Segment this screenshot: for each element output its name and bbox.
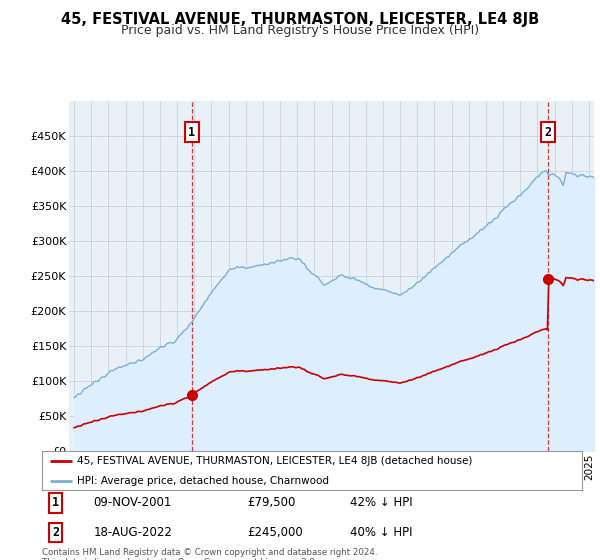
Text: 09-NOV-2001: 09-NOV-2001 xyxy=(94,496,172,510)
Text: 1: 1 xyxy=(188,126,196,139)
Text: HPI: Average price, detached house, Charnwood: HPI: Average price, detached house, Char… xyxy=(77,477,329,487)
Text: 18-AUG-2022: 18-AUG-2022 xyxy=(94,526,172,539)
Text: £245,000: £245,000 xyxy=(247,526,303,539)
Text: 2: 2 xyxy=(52,526,59,539)
Text: Price paid vs. HM Land Registry's House Price Index (HPI): Price paid vs. HM Land Registry's House … xyxy=(121,24,479,36)
Text: 45, FESTIVAL AVENUE, THURMASTON, LEICESTER, LE4 8JB: 45, FESTIVAL AVENUE, THURMASTON, LEICEST… xyxy=(61,12,539,27)
Text: £79,500: £79,500 xyxy=(247,496,296,510)
Text: 40% ↓ HPI: 40% ↓ HPI xyxy=(350,526,412,539)
Text: 2: 2 xyxy=(545,126,552,139)
Text: Contains HM Land Registry data © Crown copyright and database right 2024.
This d: Contains HM Land Registry data © Crown c… xyxy=(42,548,377,560)
Text: 45, FESTIVAL AVENUE, THURMASTON, LEICESTER, LE4 8JB (detached house): 45, FESTIVAL AVENUE, THURMASTON, LEICEST… xyxy=(77,456,472,466)
Text: 42% ↓ HPI: 42% ↓ HPI xyxy=(350,496,412,510)
Text: 1: 1 xyxy=(52,496,59,510)
